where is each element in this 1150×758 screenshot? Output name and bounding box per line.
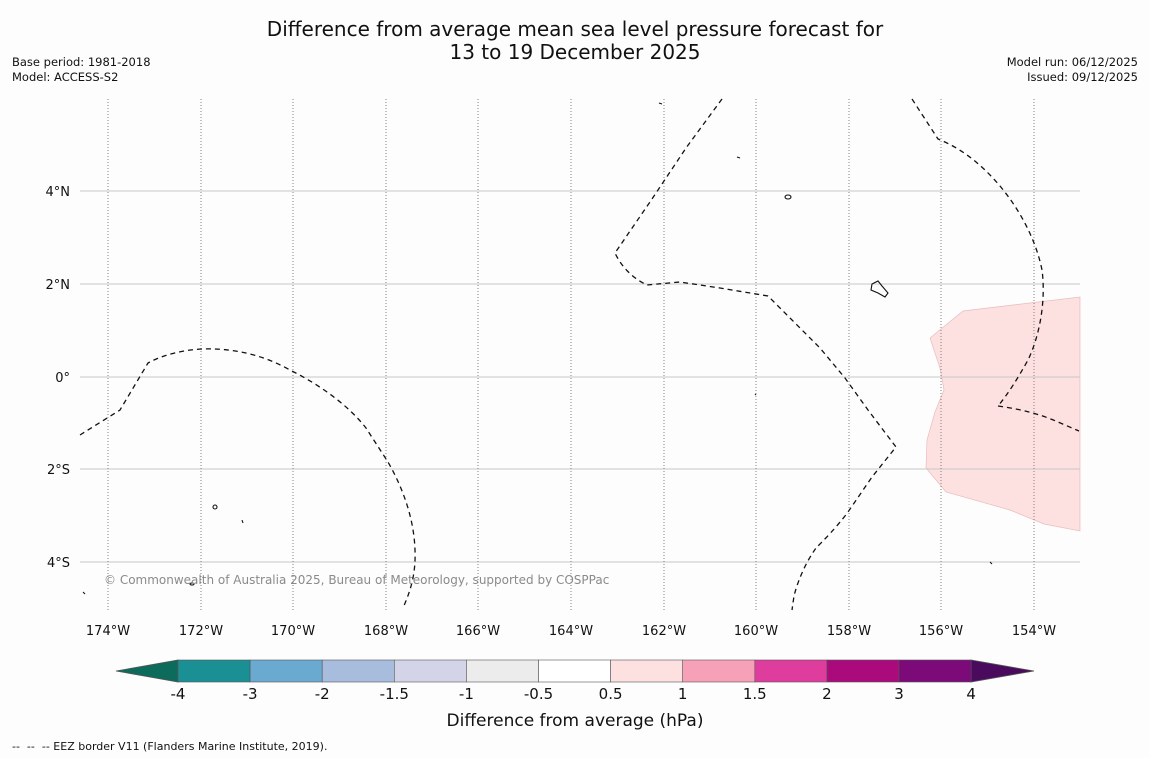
lon-label-158w: 158°W xyxy=(827,624,871,639)
colorbar-tick-label: -0.5 xyxy=(524,685,553,703)
colorbar-tick-label: 3 xyxy=(894,685,904,703)
copyright-notice: © Commonwealth of Australia 2025, Bureau… xyxy=(104,573,609,587)
longitude-axis: 174°W 172°W 170°W 168°W 166°W 164°W 162°… xyxy=(86,624,1056,639)
colorbar-bin xyxy=(682,659,756,683)
island-islet-e xyxy=(989,561,993,565)
island-islet-b xyxy=(736,156,741,159)
eez-border-central-east xyxy=(911,98,1044,407)
lon-label-166w: 166°W xyxy=(456,624,500,639)
anomaly-region-positive xyxy=(925,296,1081,532)
run-info: Model run: 06/12/2025 Issued: 09/12/2025 xyxy=(1007,55,1138,85)
eez-border-central-west xyxy=(614,98,897,611)
issued-date: Issued: 09/12/2025 xyxy=(1027,70,1138,84)
colorbar-tick-label: 4 xyxy=(966,685,976,703)
colorbar-bin xyxy=(177,659,251,683)
island-islet-a xyxy=(658,102,663,105)
lat-label-4n: 4°N xyxy=(46,185,71,200)
colorbar-bins xyxy=(177,659,972,683)
colorbar-tick-label: -1.5 xyxy=(380,685,409,703)
lon-label-160w: 160°W xyxy=(734,624,778,639)
lon-label-162w: 162°W xyxy=(642,624,686,639)
colorbar-tick-label: -2 xyxy=(315,685,330,703)
island-islet-sw xyxy=(189,582,195,586)
base-info: Base period: 1981-2018 Model: ACCESS-S2 xyxy=(12,55,151,85)
lon-label-154w: 154°W xyxy=(1012,624,1056,639)
colorbar-bin xyxy=(249,659,323,683)
colorbar-title: Difference from average (hPa) xyxy=(447,711,704,731)
colorbar-tick-labels: -4 -3 -2 -1.5 -1 -0.5 0.5 1 1.5 2 3 4 xyxy=(171,685,976,703)
colorbar-bin xyxy=(898,659,972,683)
eez-legend: -- -- -- EEZ border V11 (Flanders Marine… xyxy=(12,740,328,753)
colorbar-tick-label: -4 xyxy=(171,685,186,703)
colorbar-bin xyxy=(754,659,828,683)
model-name: Model: ACCESS-S2 xyxy=(12,70,119,84)
latitude-gridlines xyxy=(80,190,1080,563)
colorbar-tick-label: -3 xyxy=(243,685,258,703)
lat-label-2s: 2°S xyxy=(47,463,70,478)
colorbar-tick-label: 1.5 xyxy=(743,685,767,703)
lon-label-170w: 170°W xyxy=(271,624,315,639)
island-tabuaeran xyxy=(784,194,792,200)
colorbar-bin xyxy=(466,659,539,683)
lat-label-2n: 2°N xyxy=(46,278,71,293)
eez-borders xyxy=(79,98,1080,611)
lon-label-168w: 168°W xyxy=(364,624,408,639)
colorbar-bin xyxy=(321,659,395,683)
colorbar-bin xyxy=(826,659,900,683)
lon-label-174w: 174°W xyxy=(86,624,130,639)
lat-label-0: 0° xyxy=(55,371,70,386)
latitude-axis: 4°N 2°N 0° 2°S 4°S xyxy=(46,185,71,571)
lat-label-4s: 4°S xyxy=(47,556,70,571)
island-islet-f xyxy=(82,591,86,595)
island-islet-d xyxy=(754,393,757,396)
island-kiritimati xyxy=(870,280,889,298)
colorbar-bin xyxy=(393,659,467,683)
map-panel: © Commonwealth of Australia 2025, Bureau… xyxy=(79,98,1081,612)
colorbar-bin xyxy=(610,659,683,683)
colorbar-tick-label: 0.5 xyxy=(599,685,623,703)
islands xyxy=(82,102,993,595)
island-baker xyxy=(212,504,218,510)
colorbar-tick-label: 2 xyxy=(822,685,832,703)
lon-label-164w: 164°W xyxy=(549,624,593,639)
map-title: Difference from average mean sea level p… xyxy=(0,18,1150,64)
longitude-gridlines xyxy=(107,99,1035,612)
eez-border-kiribati-west xyxy=(79,348,416,609)
title-line-1: Difference from average mean sea level p… xyxy=(266,17,884,41)
island-islet-c xyxy=(241,519,244,524)
model-run-date: Model run: 06/12/2025 xyxy=(1006,55,1138,69)
base-period: Base period: 1981-2018 xyxy=(12,55,151,69)
title-line-2: 13 to 19 December 2025 xyxy=(449,40,701,64)
colorbar-tick-label: -1 xyxy=(459,685,474,703)
lon-label-156w: 156°W xyxy=(919,624,963,639)
colorbar-extend-low xyxy=(115,659,179,683)
colorbar: -4 -3 -2 -1.5 -1 -0.5 0.5 1 1.5 2 3 4 Difference fr… xyxy=(115,659,1035,731)
colorbar-bin xyxy=(538,659,611,683)
colorbar-tick-label: 1 xyxy=(678,685,688,703)
colorbar-extend-high xyxy=(970,659,1035,683)
lon-label-172w: 172°W xyxy=(179,624,223,639)
